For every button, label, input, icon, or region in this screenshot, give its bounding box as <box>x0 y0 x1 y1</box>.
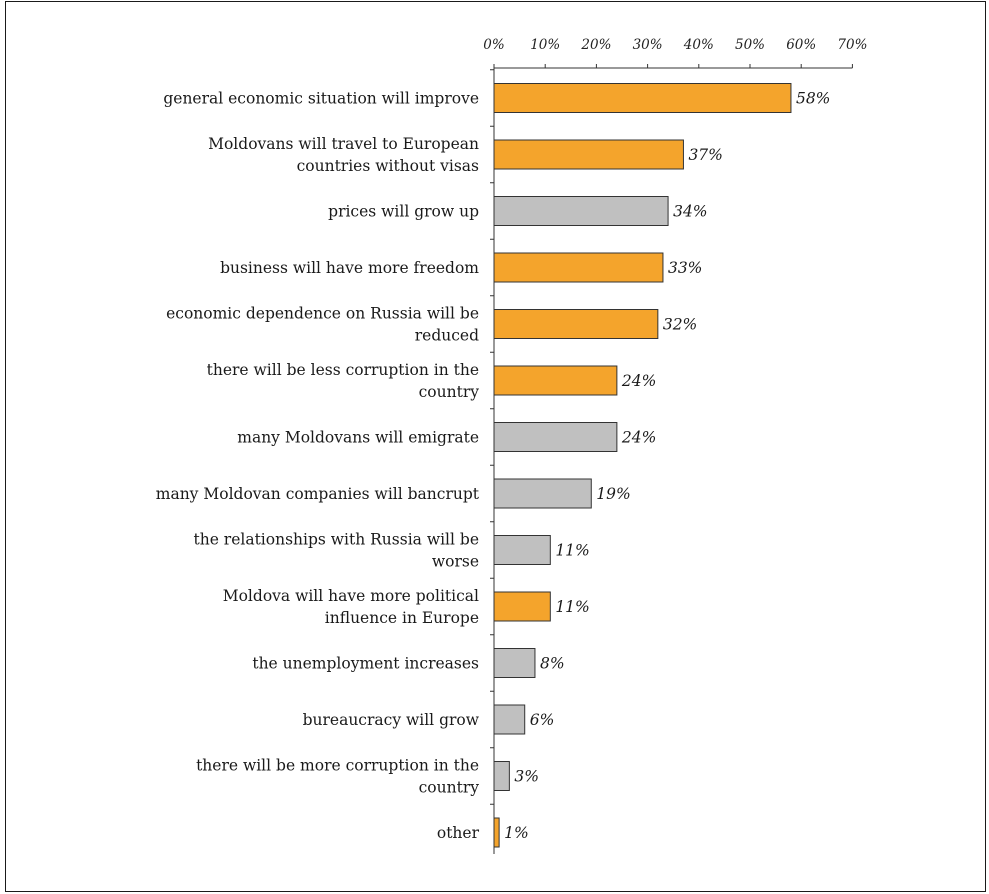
bar-value-label: 32% <box>663 316 697 334</box>
bar <box>493 591 551 622</box>
bar-value-label: 34% <box>673 203 707 221</box>
bar-value-label: 1% <box>504 824 529 842</box>
category-label: Moldovans will travel to European <box>208 135 479 153</box>
category-label: prices will grow up <box>328 203 479 221</box>
bar <box>493 648 536 678</box>
bar <box>493 196 669 226</box>
category-label: the relationships with Russia will be <box>193 531 479 549</box>
bar <box>493 309 659 339</box>
bar <box>493 365 618 396</box>
bar-value-label: 33% <box>668 259 702 277</box>
bar <box>493 761 510 791</box>
bar-value-label: 19% <box>596 485 630 503</box>
x-tick-label: 10% <box>530 37 560 53</box>
category-label: general economic situation will improve <box>163 90 479 108</box>
category-label: many Moldovan companies will bancrupt <box>156 485 480 503</box>
bar-value-label: 24% <box>621 429 656 447</box>
category-label: there will be more corruption in the <box>196 757 479 775</box>
category-label: there will be less corruption in the <box>207 361 479 379</box>
bar <box>493 478 592 509</box>
category-label: countries without visas <box>297 157 479 175</box>
x-tick-label: 60% <box>786 37 816 53</box>
category-label: Moldova will have more political <box>223 587 479 605</box>
bar <box>493 252 664 283</box>
category-label: bureaucracy will grow <box>303 711 480 729</box>
x-tick-label: 40% <box>683 37 714 53</box>
category-label: worse <box>432 553 479 571</box>
category-label: economic dependence on Russia will be <box>166 305 479 323</box>
bar-value-label: 3% <box>514 768 539 786</box>
x-tick-label: 20% <box>580 37 611 53</box>
category-label: the unemployment increases <box>252 655 479 673</box>
bar <box>493 83 792 113</box>
category-label: business will have more freedom <box>220 259 479 277</box>
bar-value-label: 11% <box>555 598 589 616</box>
bar <box>493 422 618 452</box>
x-tick-label: 50% <box>735 37 765 53</box>
category-label: country <box>419 779 480 797</box>
category-label: other <box>437 824 480 842</box>
bar-value-label: 6% <box>530 711 555 729</box>
bar <box>493 535 551 565</box>
bar-value-label: 58% <box>796 90 830 108</box>
x-tick-label: 70% <box>837 37 867 53</box>
x-tick-label: 0% <box>483 37 504 53</box>
bar <box>493 139 684 170</box>
bar <box>493 704 526 735</box>
bar <box>493 817 500 848</box>
bar-value-label: 11% <box>555 542 589 560</box>
bar-value-label: 37% <box>688 146 722 164</box>
category-label: many Moldovans will emigrate <box>237 429 479 447</box>
category-label: country <box>419 383 480 401</box>
category-label: reduced <box>415 327 479 345</box>
bar-value-label: 24% <box>621 372 656 390</box>
category-label: influence in Europe <box>325 609 479 627</box>
bar-value-label: 8% <box>540 655 565 673</box>
x-tick-label: 30% <box>633 37 663 53</box>
